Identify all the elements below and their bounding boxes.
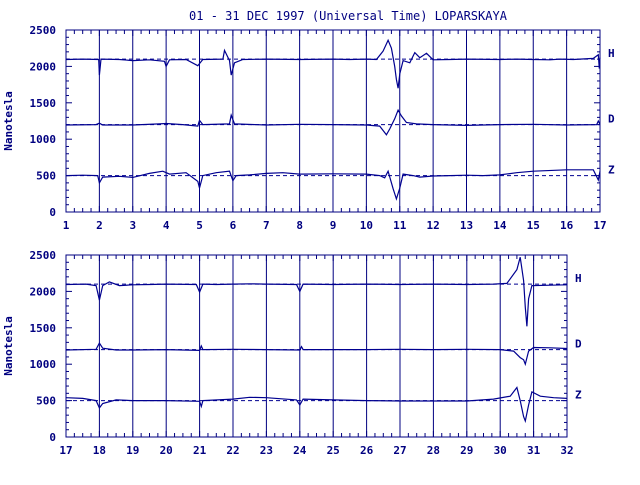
panel2-x-tick-label: 28: [427, 444, 440, 457]
panel1-y-tick-label: 500: [36, 170, 56, 183]
panel2-x-tick-label: 24: [293, 444, 307, 457]
panel1-x-tick-label: 8: [296, 219, 303, 232]
panel1-x-tick-label: 7: [263, 219, 270, 232]
chart-title: 01 - 31 DEC 1997 (Universal Time) LOPARS…: [189, 9, 508, 23]
panel2-y-axis-label: Nanotesla: [2, 316, 15, 376]
panel1-y-tick-label: 1500: [30, 97, 57, 110]
panel2-x-tick-label: 23: [260, 444, 273, 457]
panel2-x-tick-label: 25: [327, 444, 340, 457]
panel2-x-tick-label: 31: [527, 444, 541, 457]
panel1-frame: [65, 29, 601, 213]
panel2-series-line-D: [65, 341, 568, 367]
panel1-component-label-D: D: [608, 113, 615, 126]
panel1-x-tick-label: 3: [129, 219, 136, 232]
panel2-series-line-H: [65, 257, 568, 327]
panel2-x-tick-label: 19: [126, 444, 139, 457]
panel1-x-tick-label: 14: [493, 219, 507, 232]
panel2-component-label-D: D: [575, 338, 582, 351]
panel1-x-tick-label: 16: [560, 219, 574, 232]
panel2-component-label-Z: Z: [575, 389, 582, 402]
panel1-x-tick-label: 4: [163, 219, 170, 232]
panel1-y-tick-label: 2000: [30, 60, 57, 73]
panel2-frame: [65, 254, 568, 438]
panel2-x-tick-label: 32: [560, 444, 573, 457]
panel2-x-tick-label: 30: [494, 444, 507, 457]
panel1-x-tick-label: 1: [63, 219, 70, 232]
panel1-x-tick-label: 6: [230, 219, 237, 232]
panel1-y-tick-label: 1000: [30, 133, 57, 146]
panel1-x-tick-label: 12: [427, 219, 440, 232]
panel1-x-tick-label: 9: [330, 219, 337, 232]
panel1-x-tick-label: 5: [196, 219, 203, 232]
panel1-component-label-Z: Z: [608, 164, 615, 177]
panel1-x-tick-label: 10: [360, 219, 373, 232]
panel2-x-tick-label: 22: [226, 444, 239, 457]
panel2-x-tick-label: 18: [93, 444, 106, 457]
panel2-x-tick-label: 20: [160, 444, 173, 457]
panel2-x-tick-label: 29: [460, 444, 473, 457]
panel1-y-axis-label: Nanotesla: [2, 91, 15, 151]
panel1-y-tick-label: 0: [49, 206, 56, 219]
panel2-x-tick-label: 21: [193, 444, 207, 457]
panel1-y-tick-label: 2500: [30, 24, 57, 37]
panel1-x-tick-label: 15: [527, 219, 540, 232]
panel1-series-line-Z: [65, 169, 601, 201]
panel2-x-tick-label: 17: [59, 444, 72, 457]
panel2-y-tick-label: 1000: [30, 358, 57, 371]
panel1-x-tick-label: 11: [393, 219, 407, 232]
panel1-x-tick-label: 2: [96, 219, 103, 232]
panel1-x-tick-label: 17: [593, 219, 606, 232]
panel2-y-tick-label: 2000: [30, 285, 57, 298]
panel2-x-tick-label: 26: [360, 444, 374, 457]
panel1-x-tick-label: 13: [460, 219, 473, 232]
panel2-series-line-Z: [65, 386, 568, 424]
panel2-y-tick-label: 0: [49, 431, 56, 444]
panel1-component-label-H: H: [608, 47, 615, 60]
panel2-component-label-H: H: [575, 272, 582, 285]
panel2-y-tick-label: 1500: [30, 322, 57, 335]
panel2-y-tick-label: 2500: [30, 249, 57, 262]
panel2-x-tick-label: 27: [393, 444, 406, 457]
panel1-series-line-D: [65, 108, 601, 136]
panel2-y-tick-label: 500: [36, 395, 56, 408]
panel1-series-line-H: [65, 38, 601, 89]
